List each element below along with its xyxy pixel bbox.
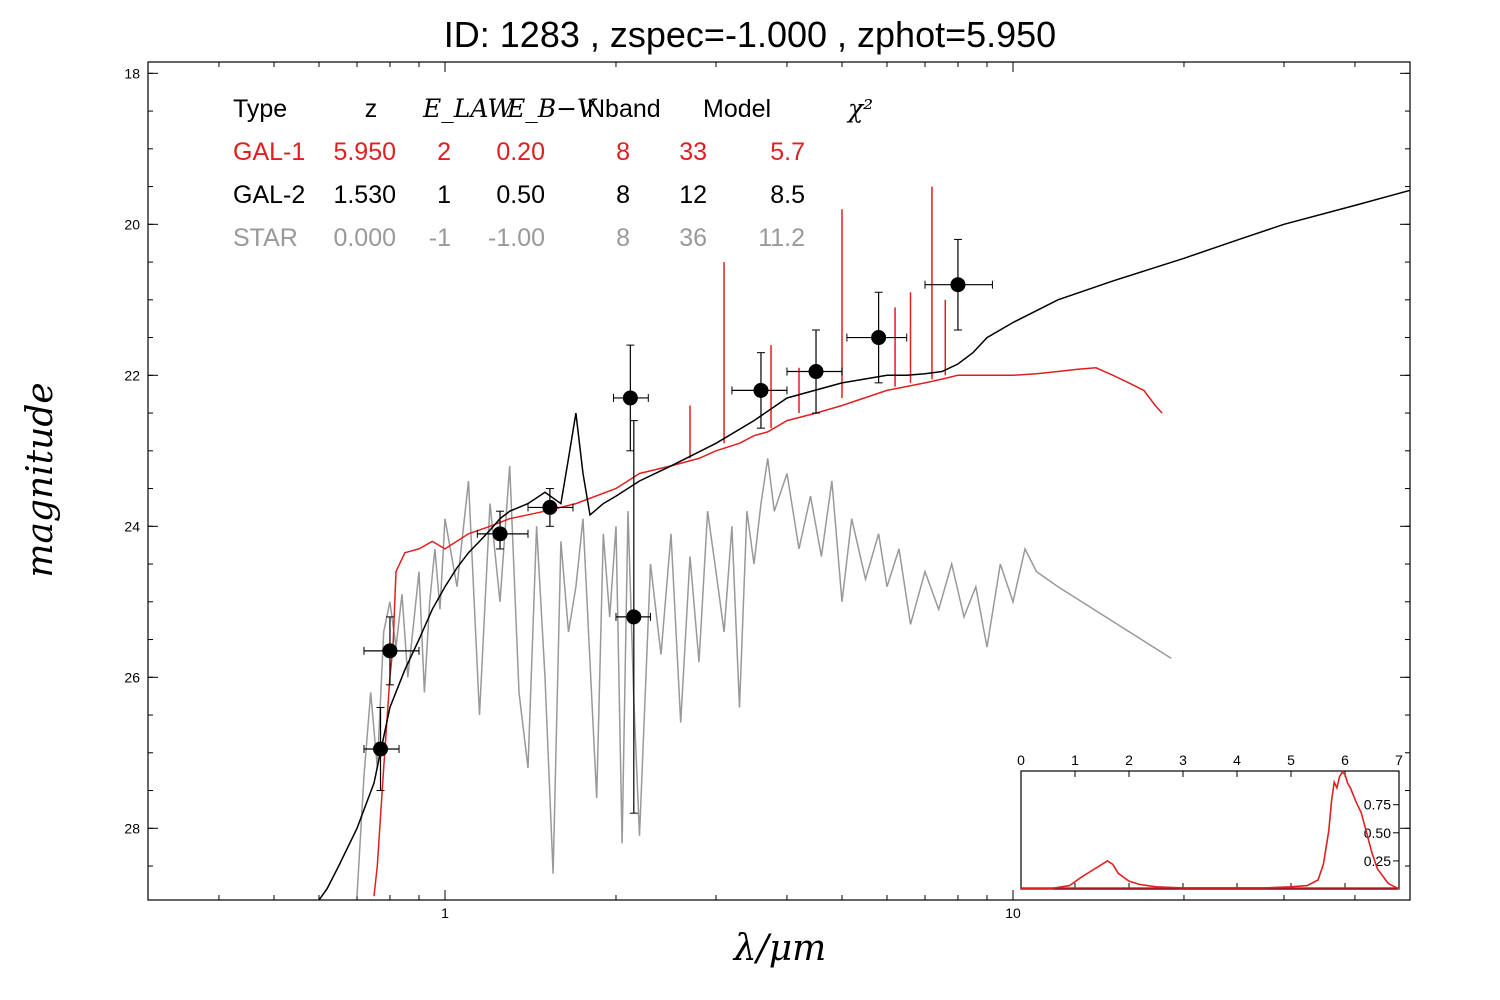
table-cell-chi2: 8.5 <box>770 181 805 209</box>
star-model-line <box>356 458 1172 897</box>
table-cell-ebv: 0.50 <box>496 181 545 209</box>
table-cell-nband: 8 <box>616 138 630 166</box>
photometry-point <box>924 238 993 331</box>
table-header-cell: E_LAW <box>422 94 515 123</box>
photometry-point <box>615 420 651 814</box>
data-point-marker <box>622 390 638 406</box>
plot-frame <box>147 61 1411 901</box>
table-cell-model: 12 <box>679 181 707 209</box>
y-tick-label: 20 <box>124 216 140 232</box>
table-cell-nband: 8 <box>616 181 630 209</box>
x-tick-label: 10 <box>1005 905 1021 921</box>
data-point-marker <box>871 330 887 346</box>
y-tick-label: 26 <box>124 669 140 685</box>
photometry-point <box>786 329 843 414</box>
table-cell-z: 1.530 <box>333 181 396 209</box>
data-point-marker <box>542 499 558 515</box>
data-point-marker <box>382 643 398 659</box>
data-point-marker <box>626 609 642 625</box>
inset-x-tick-label: 0 <box>1017 752 1025 768</box>
y-tick-label: 28 <box>124 820 140 836</box>
table-cell-elaw: -1 <box>429 224 451 252</box>
table-header-cell: Nband <box>587 95 661 123</box>
table-cell-z: 0.000 <box>333 224 396 252</box>
table-header-cell: E_B−V <box>506 94 598 123</box>
inset-x-tick-label: 1 <box>1071 752 1079 768</box>
inset-x-tick-label: 2 <box>1125 752 1133 768</box>
inset-x-tick-label: 6 <box>1341 752 1349 768</box>
table-cell-elaw: 1 <box>437 181 451 209</box>
table-cell-ebv: -1.00 <box>488 224 545 252</box>
inset-x-tick-label: 4 <box>1233 752 1241 768</box>
data-point-marker <box>492 526 508 542</box>
gal2-model-line <box>318 189 1410 900</box>
data-point-marker <box>950 277 966 293</box>
table-cell-elaw: 2 <box>437 138 451 166</box>
inset-x-tick-label: 5 <box>1287 752 1295 768</box>
table-cell-chi2: 11.2 <box>758 224 805 252</box>
photometry-point <box>846 291 908 384</box>
inset-y-tick-label: 0.50 <box>1364 825 1391 841</box>
table-cell-type: GAL-1 <box>233 138 305 166</box>
data-point-marker <box>373 741 389 757</box>
pdz-curve <box>1021 770 1400 890</box>
table-cell-nband: 8 <box>616 224 630 252</box>
inset-x-tick-label: 7 <box>1395 752 1403 768</box>
x-axis-label: λ/μm <box>732 928 826 969</box>
inset-frame <box>1020 770 1400 890</box>
table-cell-type: STAR <box>233 224 298 252</box>
table-header-cell: χ² <box>846 94 873 123</box>
data-point-marker <box>753 382 769 398</box>
photometry-point <box>476 510 529 550</box>
y-tick-label: 24 <box>124 518 140 534</box>
photometry-point <box>363 616 420 686</box>
table-cell-type: GAL-2 <box>233 181 305 209</box>
table-cell-model: 33 <box>679 138 707 166</box>
table-header-cell: Model <box>703 95 771 123</box>
x-tick-label: 1 <box>441 905 449 921</box>
table-cell-chi2: 5.7 <box>770 138 805 166</box>
chart-title: ID: 1283 , zspec=-1.000 , zphot=5.950 <box>443 14 1057 55</box>
inset-y-tick-label: 0.75 <box>1364 797 1391 813</box>
photometry-point <box>527 488 574 527</box>
data-point-marker <box>808 364 824 380</box>
y-axis-label: magnitude <box>20 382 61 577</box>
table-cell-ebv: 0.20 <box>496 138 545 166</box>
inset-y-tick-label: 0.25 <box>1364 853 1391 869</box>
inset-x-tick-label: 3 <box>1179 752 1187 768</box>
y-tick-label: 22 <box>124 367 140 383</box>
y-tick-label: 18 <box>124 65 140 81</box>
table-cell-z: 5.950 <box>333 138 396 166</box>
photometry-point <box>612 344 649 452</box>
table-header-cell: Type <box>233 95 287 123</box>
photometry-point <box>731 352 788 429</box>
photometry-point <box>363 706 400 792</box>
gal1-model-line <box>373 367 1163 897</box>
table-header-cell: z <box>365 95 378 123</box>
table-cell-model: 36 <box>679 224 707 252</box>
